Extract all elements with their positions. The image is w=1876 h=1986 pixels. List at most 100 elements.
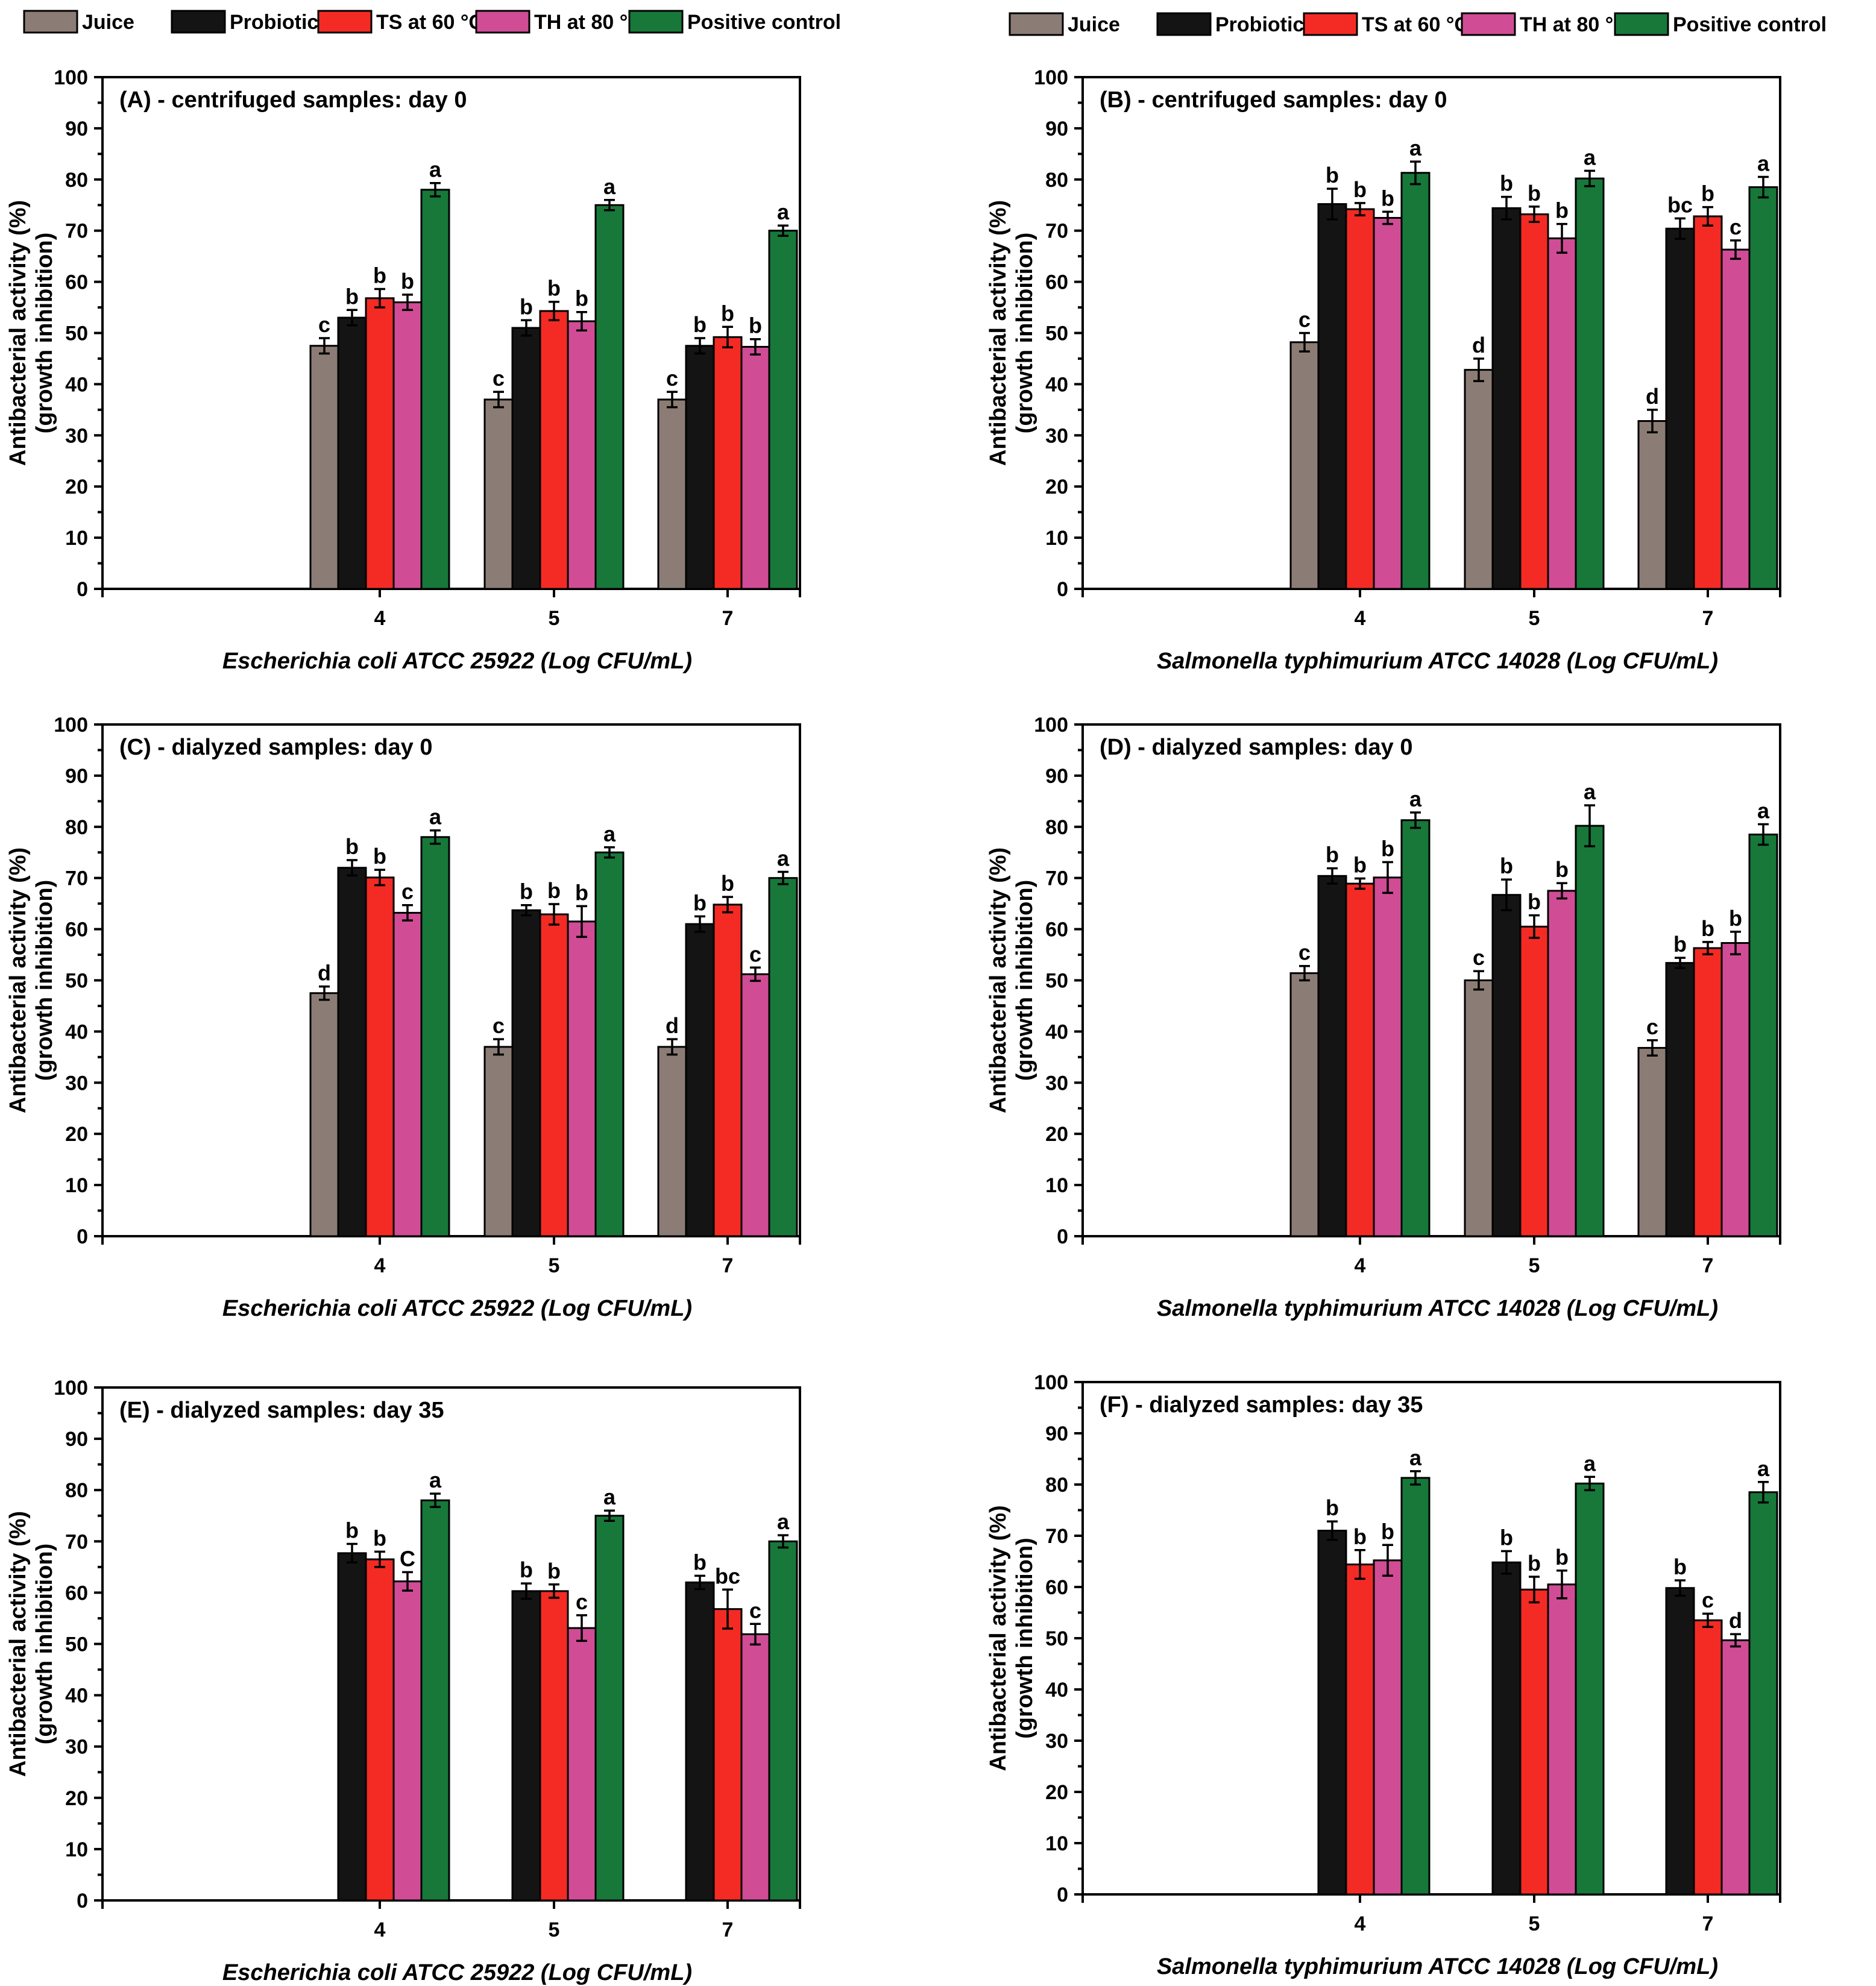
y-axis-label-line1: Antibacterial activity (%) [5,1511,31,1777]
bar-ts-at-60-c-4 [365,876,395,1237]
bar-probiotic-4 [337,1552,367,1902]
y-tick-label: 10 [65,1838,88,1861]
chart-panel-f: 0 10 20 30 40 50 60 70 80 90 100 Antibacterial acti… [986,1371,1781,1979]
x-tick-label: 5 [1529,1254,1540,1277]
significance-letter: b [345,834,359,859]
y-axis-label-line2: (growth inhibition) [1012,880,1037,1081]
significance-letter: c [1730,215,1742,239]
panel-title: (C) - dialyzed samples: day 0 [119,735,433,760]
significance-letter: bc [1667,192,1693,217]
y-tick-label: 20 [65,1123,88,1146]
bar-probiotic-4 [337,867,367,1237]
y-tick-label: 20 [65,1787,88,1810]
significance-letter: a [1584,145,1596,169]
significance-letter: b [520,1557,533,1582]
chart-panel-e: 0 10 20 30 40 50 60 70 80 90 100 Antibacterial acti… [5,1377,801,1985]
significance-letter: b [520,294,533,319]
bar-ts-at-60-c-4 [1345,882,1375,1237]
bar-ts-at-60-c-7 [713,1608,743,1902]
x-axis-label: Escherichia coli ATCC 25922 (Log CFU/mL) [222,649,692,674]
significance-letter: b [1701,916,1714,941]
bar-positive-control-7 [1748,1491,1778,1896]
bar-th-at-80-c-4 [392,301,423,590]
bar-th-at-80-c-7 [1720,942,1751,1237]
significance-letter: a [603,1485,616,1509]
significance-letter: b [1353,1524,1367,1549]
x-tick-label: 7 [1702,1912,1714,1935]
bar-ts-at-60-c-4 [365,297,395,590]
y-tick-label: 70 [1045,867,1068,890]
y-tick-label: 30 [65,424,88,447]
y-tick-label: 30 [1045,1730,1068,1753]
y-tick-label: 80 [1045,1474,1068,1497]
y-tick-label: 80 [65,1479,88,1502]
significance-letter: b [1673,1554,1687,1579]
significance-letter: d [1472,333,1485,357]
y-tick-label: 10 [1045,527,1068,550]
legend-label-1: Probiotic [230,11,318,34]
bar-positive-control-7 [768,230,798,590]
bar-ts-at-60-c-7 [713,336,743,590]
bar-th-at-80-c-4 [392,1580,423,1902]
bar-probiotic-7 [1665,227,1695,590]
bar-positive-control-7 [768,877,798,1237]
significance-letter: b [373,1526,386,1550]
significance-letter: b [1326,843,1339,867]
x-tick-label: 4 [374,607,386,630]
bar-juice-4 [1289,972,1320,1237]
legend-left: Juice Probiotic TS at 60 °C TH at 80 °C Posi… [23,10,841,34]
bar-juice-7 [657,1046,687,1237]
y-tick-label: 0 [1057,1884,1068,1906]
y-tick-label: 70 [65,220,88,243]
chart-panel-c: 0 10 20 30 40 50 60 70 80 90 100 Antibacterial acti… [5,714,801,1321]
significance-letter: c [749,941,761,966]
bar-positive-control-5 [594,204,625,590]
significance-letter: b [401,269,414,294]
y-tick-label: 40 [1045,373,1068,396]
y-tick-label: 80 [65,816,88,839]
y-tick-label: 0 [1057,578,1068,601]
bar-positive-control-7 [1748,186,1778,590]
significance-letter: b [1729,906,1742,931]
bar-juice-5 [483,398,514,590]
legend-swatch-2 [317,10,373,34]
bar-ts-at-60-c-4 [1345,1563,1375,1896]
legend-right: Juice Probiotic TS at 60 °C TH at 80 °C Posi… [1009,12,1827,36]
bar-th-at-80-c-5 [1547,890,1577,1237]
chart-panel-a: 0 10 20 30 40 50 60 70 80 90 100 Antibacterial acti… [5,66,801,674]
y-tick-label: 100 [54,1377,88,1400]
significance-letter: c [749,1598,761,1623]
y-tick-label: 0 [1057,1225,1068,1248]
y-axis-label-line1: Antibacterial activity (%) [986,847,1011,1113]
x-tick-label: 7 [1702,607,1714,630]
bar-ts-at-60-c-5 [1519,1588,1549,1896]
bar-th-at-80-c-4 [392,911,423,1237]
significance-letter: b [373,263,386,288]
bar-probiotic-5 [1491,207,1522,590]
x-axis-label: Salmonella typhimurium ATCC 14028 (Log C… [1157,649,1718,674]
legend-label-3: TH at 80 °C [1520,13,1628,36]
significance-letter: bc [715,1563,740,1588]
x-tick-label: 4 [374,1918,386,1941]
significance-letter: b [1528,181,1541,206]
significance-letter: b [1701,181,1714,206]
significance-letter: b [345,1518,359,1543]
significance-letter: b [575,880,588,905]
bar-ts-at-60-c-5 [1519,213,1549,590]
significance-letter: a [1584,1451,1596,1475]
x-tick-label: 4 [1355,1912,1366,1935]
y-tick-label: 20 [1045,1123,1068,1146]
significance-letter: d [666,1013,679,1038]
panel-title: (F) - dialyzed samples: day 35 [1100,1392,1423,1418]
legend-label-4: Positive control [1673,13,1827,36]
bar-th-at-80-c-7 [740,345,770,590]
y-tick-label: 90 [1045,1422,1068,1445]
bar-juice-5 [1464,979,1494,1237]
x-tick-label: 7 [722,1918,734,1941]
significance-letter: c [1298,307,1311,332]
y-tick-label: 50 [65,322,88,345]
bar-positive-control-4 [1400,172,1431,590]
significance-letter: b [547,1559,561,1583]
significance-letter: a [1757,1456,1770,1481]
significance-letter: b [1381,186,1394,210]
